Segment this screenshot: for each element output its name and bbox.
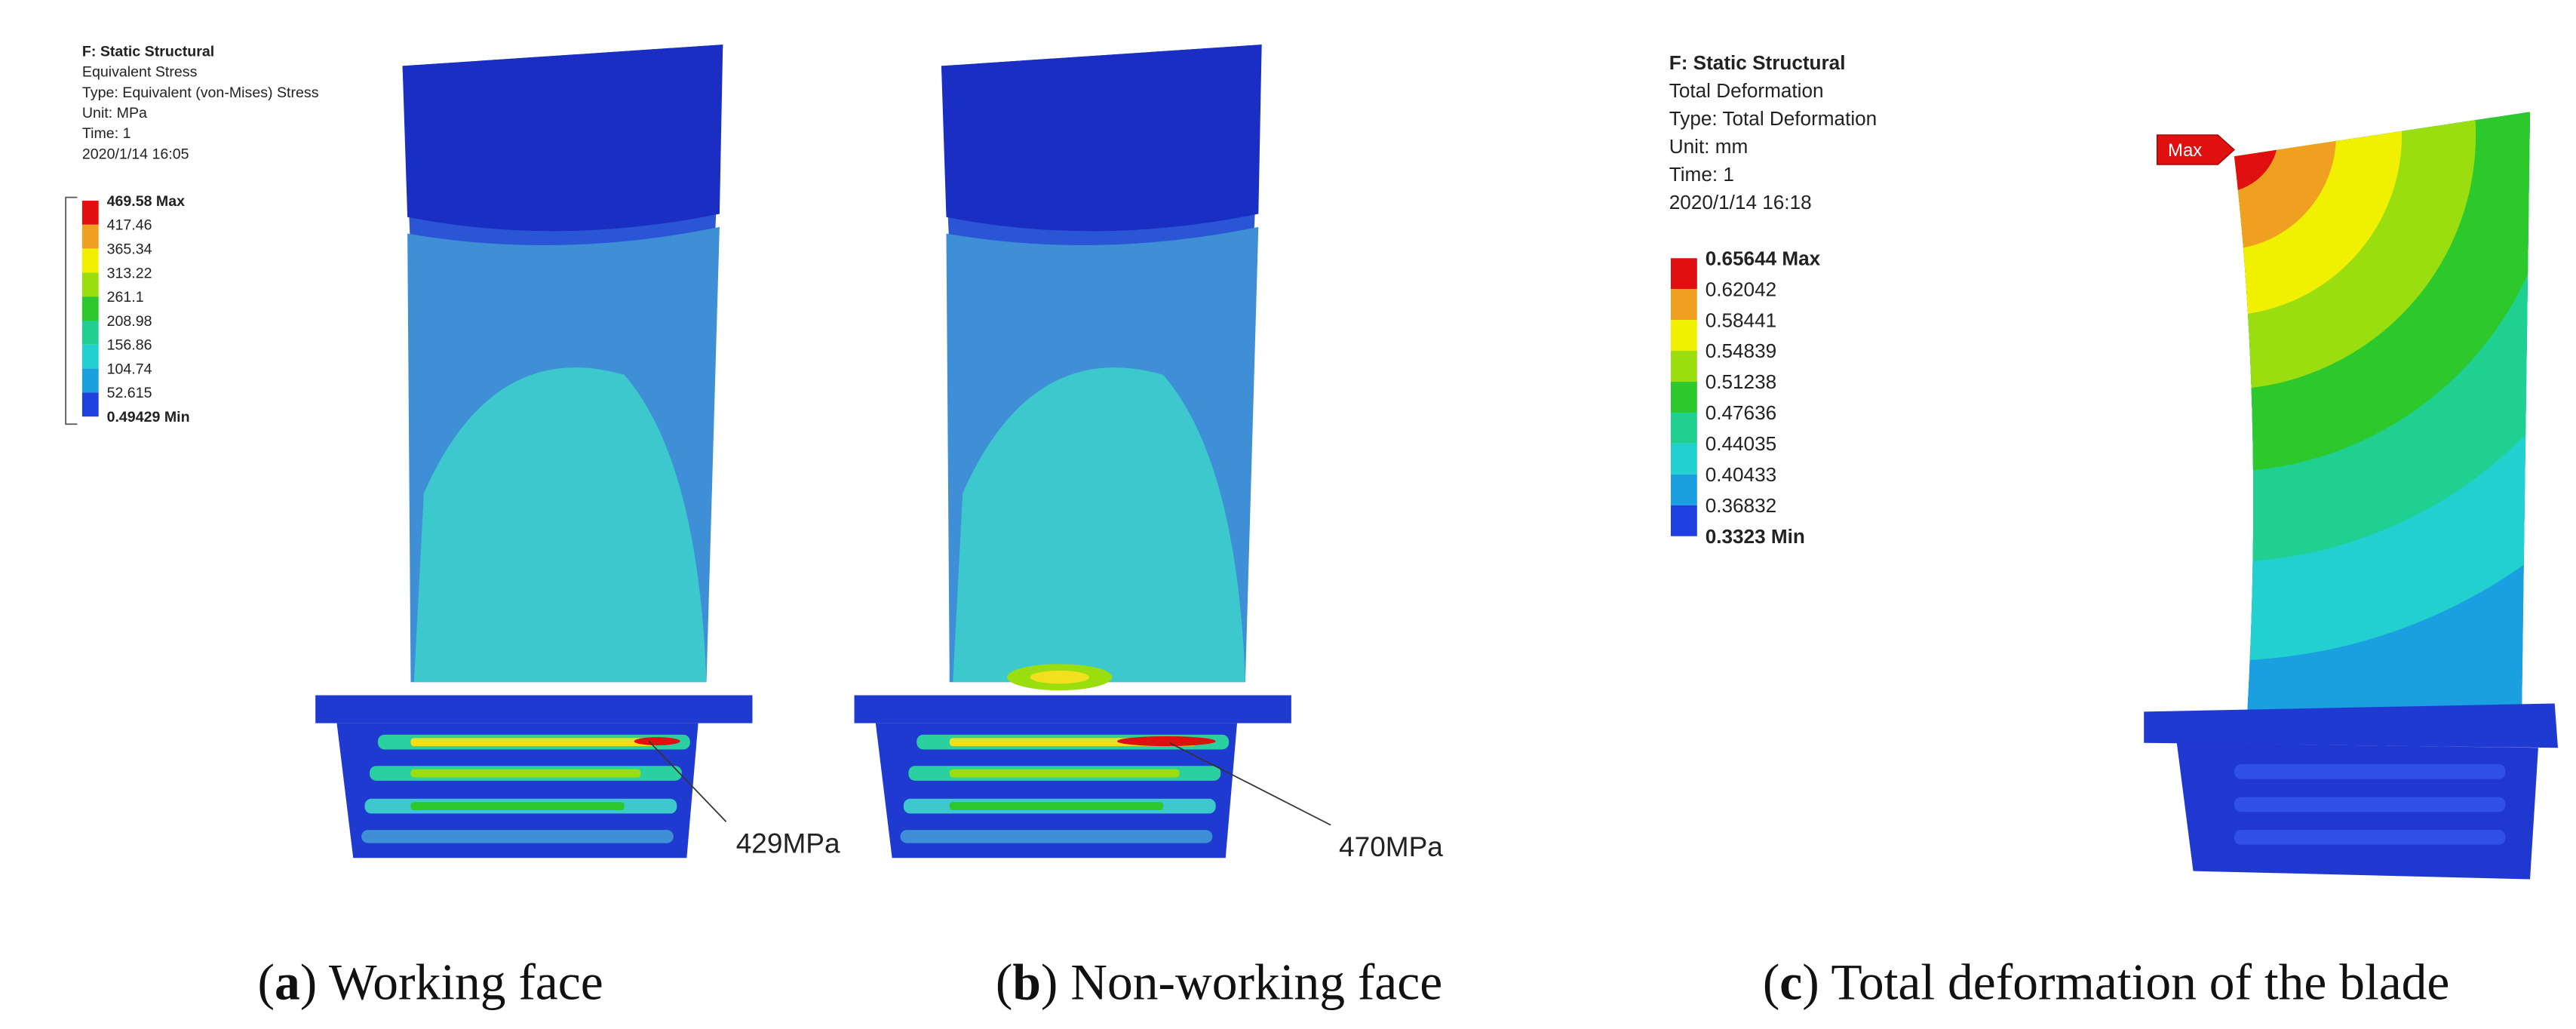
probe-label: Max (2168, 140, 2202, 161)
header-line: F: Static Structural (82, 43, 214, 60)
legend-swatch (1670, 412, 1697, 444)
legend-label: 0.49429 Min (107, 409, 190, 425)
legend-label: 52.615 (107, 385, 152, 401)
legend-swatch (81, 248, 99, 273)
header-line: Time: 1 (1669, 163, 1734, 186)
caption-text: ( (1763, 954, 1779, 1010)
header-line: Equivalent Stress (82, 64, 198, 81)
annotation: 429MPa (736, 828, 840, 859)
blade-root (2234, 797, 2506, 812)
caption-text: ) Non-working face (1041, 954, 1442, 1010)
legend-swatch (81, 296, 99, 321)
caption: (b) Non-working face (996, 954, 1442, 1010)
legend-swatch (1670, 443, 1697, 475)
blade-root (2234, 830, 2506, 845)
legend-swatch (1670, 289, 1697, 321)
legend-label: 0.3323 Min (1706, 525, 1805, 548)
blade-model (854, 45, 1291, 859)
legend-label: 365.34 (107, 241, 152, 257)
header-line: F: Static Structural (1669, 51, 1846, 74)
legend-label: 0.65644 Max (1706, 247, 1821, 269)
blade-root (2234, 764, 2506, 779)
legend-label: 0.40433 (1706, 463, 1776, 486)
legend-swatch (81, 201, 99, 225)
blade-model (315, 45, 753, 859)
legend-label: 156.86 (107, 337, 152, 354)
legend-swatch (1670, 258, 1697, 290)
legend-swatch (81, 272, 99, 297)
legend-swatch (81, 344, 99, 369)
legend-swatch (1670, 320, 1697, 352)
header-line: 2020/1/14 16:18 (1669, 191, 1812, 213)
leader-line (648, 740, 727, 822)
header-line: Total Deformation (1669, 79, 1824, 102)
blade-platform (2144, 703, 2559, 748)
legend-label: 261.1 (107, 289, 144, 306)
legend-label: 0.51238 (1706, 370, 1776, 393)
hotspot (1030, 670, 1089, 684)
blade-model (2234, 112, 2531, 711)
legend-swatch (1670, 505, 1697, 536)
legend-bracket (65, 196, 78, 425)
probe-flag (2156, 134, 2235, 165)
caption-label: b (1012, 954, 1041, 1010)
caption-text: ( (996, 954, 1012, 1010)
caption: (a) Working face (258, 954, 603, 1010)
header-line: Type: Equivalent (von-Mises) Stress (82, 84, 319, 101)
caption-label: c (1779, 954, 1802, 1010)
caption: (c) Total deformation of the blade (1763, 954, 2450, 1010)
legend-swatch (1670, 474, 1697, 505)
header-line: Time: 1 (82, 125, 131, 142)
legend-label: 313.22 (107, 265, 152, 281)
legend-label: 417.46 (107, 217, 152, 234)
caption-text: ( (258, 954, 275, 1010)
legend-label: 0.58441 (1706, 309, 1776, 331)
legend-swatch (81, 321, 99, 345)
legend-label: 104.74 (107, 361, 152, 377)
caption-text: ) Total deformation of the blade (1802, 954, 2449, 1010)
legend-label: 0.36832 (1706, 494, 1776, 517)
legend-swatch (81, 224, 99, 249)
leader-line (1169, 742, 1331, 826)
header-line: Type: Total Deformation (1669, 107, 1877, 130)
header-line: Unit: mm (1669, 135, 1749, 158)
hotspot (1116, 736, 1216, 747)
legend-swatch (1670, 351, 1697, 382)
legend-label: 0.44035 (1706, 432, 1776, 455)
legend-label: 0.62042 (1706, 278, 1776, 300)
legend-label: 469.58 Max (107, 193, 186, 210)
legend: F: Static Structural Equivalent Stress Typ… (82, 43, 319, 425)
legend-label: 0.47636 (1706, 401, 1776, 424)
legend-swatch (81, 368, 99, 393)
header-line: 2020/1/14 16:05 (82, 146, 189, 162)
hotspot (634, 737, 680, 745)
caption-label: a (275, 954, 300, 1010)
legend-swatch (81, 392, 99, 417)
header-line: Unit: MPa (82, 105, 147, 121)
annotation: 470MPa (1339, 831, 1443, 862)
legend-label: 208.98 (107, 313, 152, 330)
caption-text: ) Working face (300, 954, 603, 1010)
legend-label: 0.54839 (1706, 339, 1776, 362)
legend: F: Static Structural Total Deformation Typ… (1669, 51, 1877, 548)
legend-swatch (1670, 382, 1697, 413)
